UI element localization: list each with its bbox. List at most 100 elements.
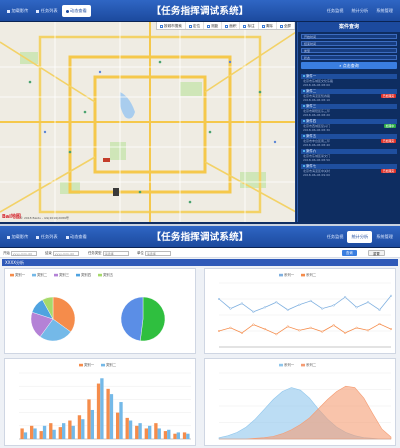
series-point bbox=[240, 331, 243, 334]
pie-slice bbox=[52, 296, 76, 333]
case-record-detail: 北京市东城区文化东路 bbox=[303, 79, 334, 83]
series-point bbox=[252, 310, 255, 313]
map-toolbar: 按城市搜索 定位 测距 面积 标注 清除 全屏 bbox=[155, 22, 295, 30]
series-point bbox=[286, 308, 289, 311]
pie-slice bbox=[42, 296, 54, 320]
series-point bbox=[263, 306, 266, 309]
nav-item-statistics-2[interactable]: 统计分析 bbox=[347, 231, 373, 243]
case-record[interactable]: 案件三 北京市朝阳区东三环 2018-06-06 08:20 bbox=[301, 104, 397, 117]
case-record-name: 案件四 bbox=[306, 119, 317, 123]
left-nav: 加载影传 任务列表 动态查看 bbox=[3, 0, 91, 22]
case-record-detail: 2018-06-06 08:40 bbox=[303, 143, 331, 147]
case-search-button[interactable]: ⌕ 点击查询 bbox=[301, 62, 397, 69]
nav-item-dynamic-view[interactable]: 动态查看 bbox=[61, 5, 91, 17]
pie-slice bbox=[120, 296, 144, 342]
building-marker[interactable] bbox=[113, 188, 119, 196]
series-point bbox=[298, 329, 301, 332]
nav-item-task-monitor-2[interactable]: 任务监视 bbox=[326, 234, 344, 239]
series-point bbox=[263, 328, 266, 331]
left-nav-2: 加载影传 任务列表 动态查看 bbox=[3, 226, 91, 248]
start-date-input[interactable]: yyyy-mm-dd bbox=[10, 250, 37, 256]
statistics-screen: 加载影传 任务列表 动态查看 【任务指挥调试系统】 任务监视 统计分析 系统管理… bbox=[0, 224, 400, 448]
list-icon bbox=[36, 9, 40, 13]
series-point bbox=[367, 329, 370, 332]
case-record[interactable]: 案件七 北京市海淀区中关村 已处理完 2018-06-06 09:00 bbox=[301, 164, 397, 177]
case-record-detail: 2018-06-06 08:50 bbox=[303, 158, 331, 162]
start-time-field[interactable]: 开始时间 bbox=[301, 34, 397, 39]
case-record-detail: 北京市东城区崇文门 bbox=[303, 154, 331, 158]
measure-area-button[interactable]: 面积 bbox=[222, 22, 241, 29]
case-record-detail: 2018-06-06 08:20 bbox=[303, 113, 331, 117]
bar bbox=[62, 423, 66, 439]
nav-item-task-list-2[interactable]: 任务列表 bbox=[32, 226, 61, 248]
section-title: XXXX分析 bbox=[2, 259, 398, 266]
type-select[interactable]: 请选择 bbox=[102, 250, 129, 256]
status-field[interactable]: 状态 bbox=[301, 55, 397, 60]
load-icon bbox=[7, 9, 10, 13]
nav-item-task-list[interactable]: 任务列表 bbox=[32, 0, 61, 22]
top-bar: 加载影传 任务列表 动态查看 【任务指挥调试系统】 任务监视 统计分析 系统管理 bbox=[0, 0, 400, 22]
case-record-title: 案件一 bbox=[301, 74, 397, 79]
bar bbox=[71, 425, 75, 439]
nav-item-statistics[interactable]: 统计分析 bbox=[351, 8, 369, 13]
series-point bbox=[309, 326, 312, 329]
mark-button[interactable]: 标注 bbox=[240, 22, 259, 29]
bar bbox=[52, 429, 56, 439]
nav-item-load-2[interactable]: 加载影传 bbox=[3, 226, 32, 248]
status-dot-icon bbox=[303, 150, 305, 152]
bar bbox=[135, 425, 139, 439]
bar bbox=[33, 428, 37, 439]
bar bbox=[29, 425, 34, 439]
status-dot-icon bbox=[303, 165, 305, 167]
map-canvas[interactable]: 按城市搜索 定位 测距 面积 标注 清除 全屏 Bai地图 © 2018 Bai… bbox=[0, 22, 296, 222]
case-record-detail: 2018-06-06 09:00 bbox=[303, 173, 331, 177]
reset-button[interactable]: 重置 bbox=[368, 250, 385, 256]
map-copyright: © 2018 Baidu - GS(2016)2089号 bbox=[20, 216, 69, 220]
measure-distance-button[interactable]: 测距 bbox=[204, 22, 223, 29]
case-record[interactable]: 案件二 北京市海淀区知春路 已处理完 2018-06-06 08:10 bbox=[301, 89, 397, 102]
city-search-button[interactable]: 按城市搜索 bbox=[157, 22, 186, 29]
bar bbox=[77, 415, 82, 439]
fullscreen-button[interactable]: 全屏 bbox=[277, 22, 295, 29]
pie-charts: 类别一 类别二 类别三 类别四 类别五 bbox=[10, 272, 166, 342]
series-point bbox=[229, 307, 232, 310]
bar bbox=[119, 402, 123, 439]
case-record[interactable]: 案件五 北京市丰台区南三环 已处理完 2018-06-06 08:40 bbox=[301, 134, 397, 147]
bar bbox=[23, 432, 28, 439]
case-record[interactable]: 案件四 北京市西城区复兴门 处理中 2018-06-06 08:30 bbox=[301, 119, 397, 132]
bar bbox=[49, 423, 53, 439]
bar bbox=[163, 431, 168, 439]
bar bbox=[106, 388, 110, 439]
end-filter: 结束 yyyy-mm-dd bbox=[45, 250, 79, 256]
nav-item-load[interactable]: 加载影传 bbox=[3, 0, 32, 22]
unit-select[interactable]: 请选择 bbox=[144, 250, 171, 256]
nav-item-task-monitor[interactable]: 任务监视 bbox=[326, 8, 344, 13]
nav-item-system[interactable]: 系统管理 bbox=[376, 8, 393, 13]
bar bbox=[81, 419, 85, 439]
series-point bbox=[309, 299, 312, 302]
legend-label: 类别五 bbox=[103, 272, 114, 277]
clear-button[interactable]: 清除 bbox=[259, 22, 277, 29]
series-point bbox=[378, 308, 381, 311]
series-line bbox=[218, 323, 392, 335]
end-time-field[interactable]: 结束时间 bbox=[301, 41, 397, 46]
query-button[interactable]: 查询 bbox=[342, 250, 357, 256]
series-point bbox=[240, 302, 243, 305]
legend-label: 系列二 bbox=[306, 362, 317, 367]
pie-chart-panel: 类别一 类别二 类别三 类别四 类别五 bbox=[4, 268, 196, 354]
case-record[interactable]: 案件一 北京市东城区文化东路 2018-06-06 08:00 bbox=[301, 74, 397, 87]
bar bbox=[42, 425, 47, 439]
nav-item-system-2[interactable]: 系统管理 bbox=[376, 234, 393, 239]
end-date-input[interactable]: yyyy-mm-dd bbox=[52, 250, 79, 256]
case-record-name: 案件七 bbox=[306, 164, 317, 168]
locate-button[interactable]: 定位 bbox=[186, 22, 205, 29]
bar bbox=[186, 433, 190, 439]
series-point bbox=[298, 303, 301, 306]
nav-item-dynamic-view-2[interactable]: 动态查看 bbox=[62, 226, 91, 248]
case-record[interactable]: 案件六 北京市东城区崇文门 2018-06-06 08:50 bbox=[301, 149, 397, 162]
bar bbox=[100, 378, 104, 439]
type-field[interactable]: 类型 bbox=[301, 48, 397, 53]
vehicle-marker[interactable] bbox=[103, 158, 110, 162]
legend-swatch bbox=[98, 273, 102, 277]
status-badge: 处理中 bbox=[383, 124, 396, 128]
